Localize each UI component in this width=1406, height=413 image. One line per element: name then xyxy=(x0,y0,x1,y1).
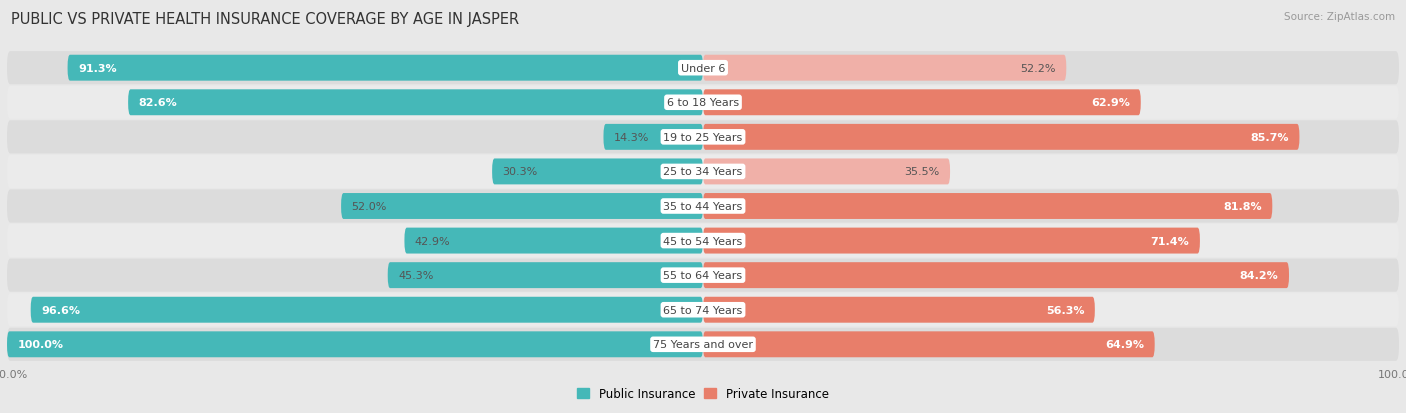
FancyBboxPatch shape xyxy=(703,125,1299,150)
FancyBboxPatch shape xyxy=(7,224,1399,258)
Text: 25 to 34 Years: 25 to 34 Years xyxy=(664,167,742,177)
FancyBboxPatch shape xyxy=(703,228,1199,254)
Text: 96.6%: 96.6% xyxy=(41,305,80,315)
Text: 81.8%: 81.8% xyxy=(1223,202,1261,211)
Text: 35.5%: 35.5% xyxy=(904,167,939,177)
Text: 52.2%: 52.2% xyxy=(1021,64,1056,74)
FancyBboxPatch shape xyxy=(703,297,1095,323)
Text: 71.4%: 71.4% xyxy=(1150,236,1189,246)
FancyBboxPatch shape xyxy=(7,190,1399,223)
FancyBboxPatch shape xyxy=(703,159,950,185)
Text: Source: ZipAtlas.com: Source: ZipAtlas.com xyxy=(1284,12,1395,22)
Text: Under 6: Under 6 xyxy=(681,64,725,74)
FancyBboxPatch shape xyxy=(703,194,1272,219)
FancyBboxPatch shape xyxy=(603,125,703,150)
Text: 100.0%: 100.0% xyxy=(17,339,63,349)
FancyBboxPatch shape xyxy=(31,297,703,323)
FancyBboxPatch shape xyxy=(703,332,1154,357)
Text: 14.3%: 14.3% xyxy=(614,133,650,142)
Text: 85.7%: 85.7% xyxy=(1250,133,1289,142)
Text: 75 Years and over: 75 Years and over xyxy=(652,339,754,349)
FancyBboxPatch shape xyxy=(67,56,703,81)
FancyBboxPatch shape xyxy=(703,56,1066,81)
FancyBboxPatch shape xyxy=(342,194,703,219)
FancyBboxPatch shape xyxy=(7,52,1399,85)
Text: 19 to 25 Years: 19 to 25 Years xyxy=(664,133,742,142)
Text: 65 to 74 Years: 65 to 74 Years xyxy=(664,305,742,315)
FancyBboxPatch shape xyxy=(492,159,703,185)
FancyBboxPatch shape xyxy=(405,228,703,254)
Text: 45 to 54 Years: 45 to 54 Years xyxy=(664,236,742,246)
FancyBboxPatch shape xyxy=(703,90,1140,116)
FancyBboxPatch shape xyxy=(703,263,1289,288)
FancyBboxPatch shape xyxy=(7,259,1399,292)
Text: 55 to 64 Years: 55 to 64 Years xyxy=(664,271,742,280)
FancyBboxPatch shape xyxy=(7,293,1399,327)
FancyBboxPatch shape xyxy=(7,328,1399,361)
Text: 91.3%: 91.3% xyxy=(77,64,117,74)
FancyBboxPatch shape xyxy=(128,90,703,116)
Text: 6 to 18 Years: 6 to 18 Years xyxy=(666,98,740,108)
Text: 45.3%: 45.3% xyxy=(398,271,433,280)
Text: 84.2%: 84.2% xyxy=(1240,271,1278,280)
Text: 56.3%: 56.3% xyxy=(1046,305,1084,315)
Text: 35 to 44 Years: 35 to 44 Years xyxy=(664,202,742,211)
Text: 42.9%: 42.9% xyxy=(415,236,450,246)
FancyBboxPatch shape xyxy=(7,332,703,357)
Text: 30.3%: 30.3% xyxy=(502,167,538,177)
Text: 64.9%: 64.9% xyxy=(1105,339,1144,349)
Text: 82.6%: 82.6% xyxy=(139,98,177,108)
FancyBboxPatch shape xyxy=(388,263,703,288)
Legend: Public Insurance, Private Insurance: Public Insurance, Private Insurance xyxy=(572,382,834,405)
FancyBboxPatch shape xyxy=(7,121,1399,154)
Text: 62.9%: 62.9% xyxy=(1091,98,1130,108)
Text: PUBLIC VS PRIVATE HEALTH INSURANCE COVERAGE BY AGE IN JASPER: PUBLIC VS PRIVATE HEALTH INSURANCE COVER… xyxy=(11,12,519,27)
FancyBboxPatch shape xyxy=(7,155,1399,189)
Text: 52.0%: 52.0% xyxy=(352,202,387,211)
FancyBboxPatch shape xyxy=(7,86,1399,120)
